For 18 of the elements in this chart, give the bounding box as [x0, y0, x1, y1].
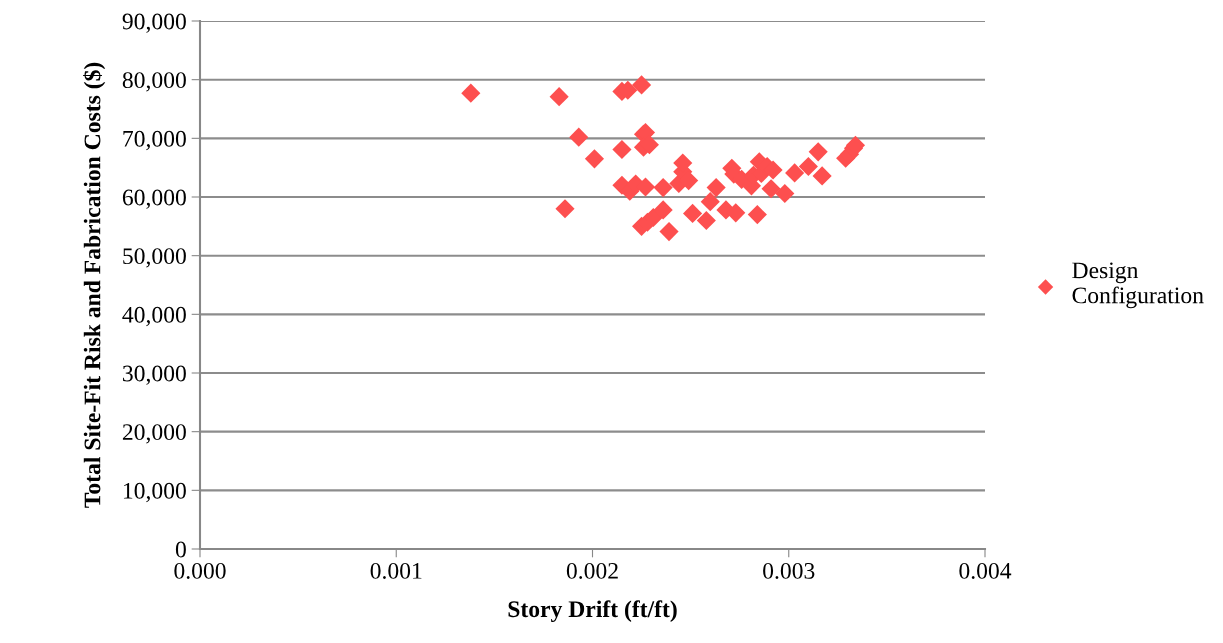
- x-tick-label: 0.004: [959, 562, 1012, 579]
- x-axis-title: Story Drift (ft/ft): [508, 600, 677, 622]
- y-tick-label: 0: [175, 541, 186, 558]
- y-tick-label: 60,000: [122, 189, 186, 209]
- y-axis-title: Total Site-Fit Risk and Fabrication Costs ($): [83, 62, 106, 508]
- y-tick-label: 30,000: [123, 365, 186, 385]
- x-tick-label: 0.002: [566, 562, 618, 579]
- y-tick-label: 80,000: [122, 72, 186, 92]
- y-tick-label: 10,000: [123, 482, 186, 503]
- legend-label: Design Configuration: [1072, 262, 1204, 309]
- y-tick-label: 20,000: [122, 424, 186, 444]
- y-tick-label: 90,000: [122, 13, 186, 33]
- x-tick-label: 0.001: [370, 562, 422, 579]
- y-tick-label: 40,000: [122, 306, 186, 327]
- y-tick-label: 50,000: [123, 248, 186, 268]
- x-tick-label: 0.000: [174, 562, 226, 579]
- y-tick-label: 70,000: [123, 130, 186, 151]
- x-tick-label: 0.003: [763, 562, 815, 579]
